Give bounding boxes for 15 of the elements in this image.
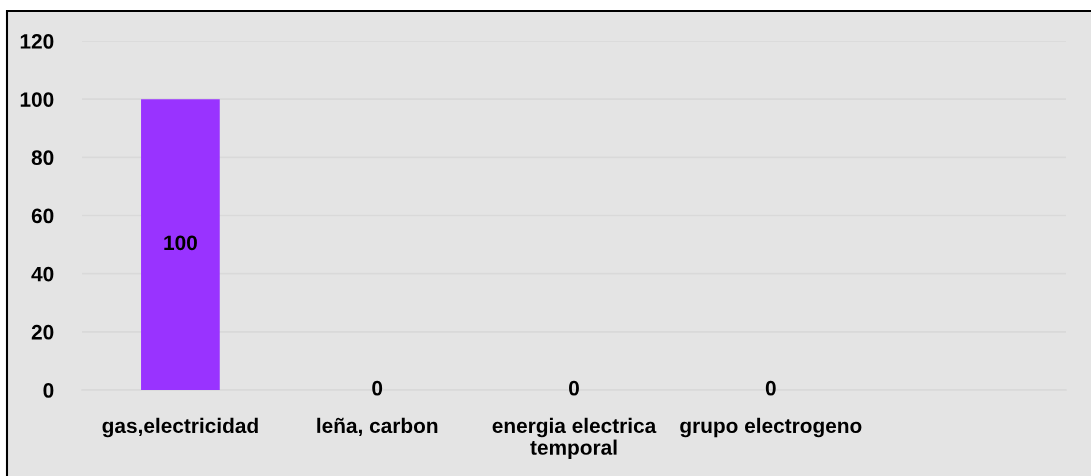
- y-tick-label: 120: [20, 34, 54, 49]
- data-label: 0: [569, 380, 579, 396]
- data-label: 0: [765, 380, 776, 396]
- y-tick-label: 100: [20, 92, 54, 107]
- y-tick-label: 80: [31, 150, 54, 166]
- x-tick-label: gas,electricidad: [102, 417, 258, 438]
- y-tick-label: 40: [31, 266, 54, 282]
- y-tick-label: 60: [31, 208, 54, 224]
- data-label: 0: [372, 380, 383, 396]
- y-tick-label: 0: [43, 383, 54, 398]
- x-tick-label: energia electrica temporal: [492, 417, 657, 459]
- data-label: 100: [164, 235, 197, 251]
- x-tick-label: leña, carbon: [317, 417, 438, 437]
- y-tick-label: 20: [31, 324, 54, 340]
- x-tick-label: grupo electrogeno: [680, 417, 862, 438]
